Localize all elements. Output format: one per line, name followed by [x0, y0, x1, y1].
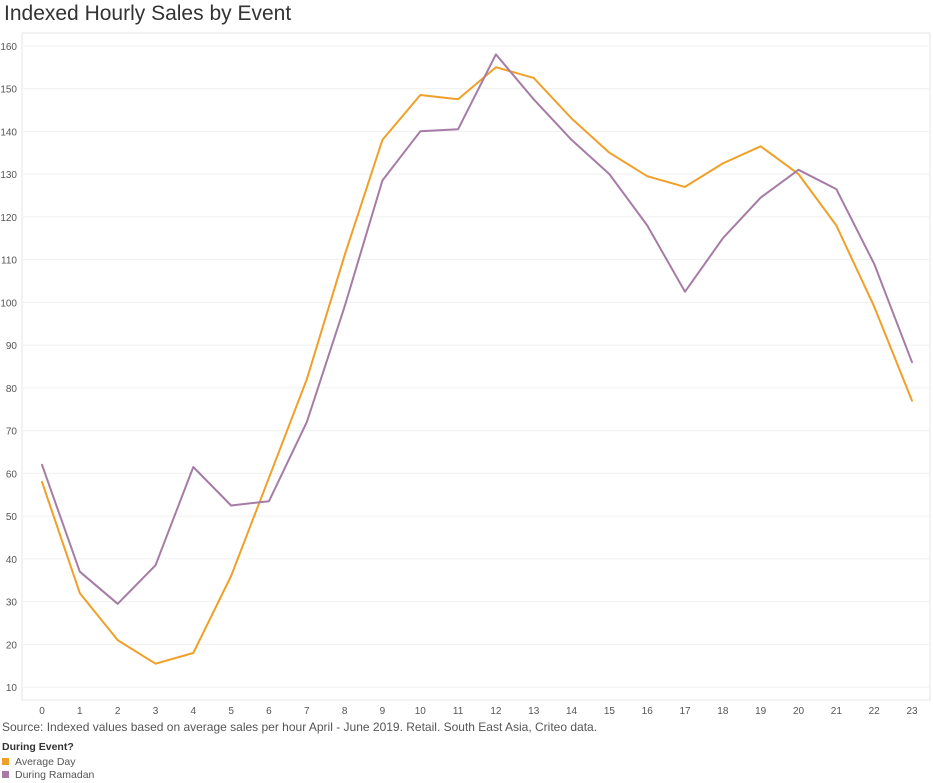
x-tick-label: 14: [566, 706, 578, 717]
legend-item-during-ramadan[interactable]: During Ramadan: [2, 768, 94, 781]
y-tick-label: 160: [0, 42, 17, 53]
legend-swatch-average-day: [2, 758, 9, 765]
y-tick-label: 120: [0, 213, 17, 224]
y-tick-label: 150: [0, 85, 17, 96]
x-tick-label: 17: [679, 706, 691, 717]
legend-item-average-day[interactable]: Average Day: [2, 755, 94, 768]
y-tick-label: 60: [6, 469, 18, 480]
x-tick-label: 3: [153, 706, 159, 717]
y-tick-label: 20: [6, 640, 18, 651]
x-tick-label: 12: [490, 706, 502, 717]
y-tick-label: 80: [6, 384, 18, 395]
legend-swatch-during-ramadan: [2, 771, 9, 778]
y-tick-label: 50: [6, 512, 18, 523]
x-tick-label: 18: [717, 706, 729, 717]
x-tick-label: 2: [115, 706, 121, 717]
x-tick-label: 15: [604, 706, 616, 717]
source-note: Source: Indexed values based on average …: [2, 720, 598, 734]
x-tick-label: 16: [642, 706, 654, 717]
x-tick-label: 4: [191, 706, 197, 717]
y-tick-label: 100: [0, 298, 17, 309]
y-tick-label: 30: [6, 598, 18, 609]
x-tick-label: 9: [380, 706, 386, 717]
series-line-during-ramadan: [41, 53, 913, 605]
x-tick-label: 0: [39, 706, 45, 717]
y-tick-label: 130: [0, 170, 17, 181]
legend: During Event? Average Day During Ramadan: [2, 741, 94, 781]
x-tick-label: 19: [755, 706, 767, 717]
plot-frame: [21, 32, 931, 701]
y-tick-label: 70: [6, 427, 18, 438]
legend-title: During Event?: [2, 741, 74, 753]
y-tick-label: 40: [6, 555, 18, 566]
x-tick-label: 11: [453, 706, 464, 717]
line-chart: 1020304050607080901001101201301401501600…: [0, 32, 931, 717]
legend-label-average-day: Average Day: [15, 755, 76, 768]
x-tick-label: 5: [228, 706, 234, 717]
y-tick-label: 10: [6, 683, 18, 694]
x-tick-label: 20: [793, 706, 805, 717]
series-line-average-day: [41, 66, 913, 665]
x-tick-label: 1: [77, 706, 83, 717]
x-tick-label: 10: [415, 706, 427, 717]
x-tick-label: 22: [869, 706, 881, 717]
y-tick-label: 90: [6, 341, 18, 352]
chart-title: Indexed Hourly Sales by Event: [4, 2, 292, 25]
x-tick-label: 7: [304, 706, 310, 717]
y-tick-label: 110: [1, 256, 17, 267]
x-tick-label: 8: [342, 706, 348, 717]
legend-label-during-ramadan: During Ramadan: [15, 768, 95, 781]
y-tick-label: 140: [0, 127, 17, 138]
x-tick-label: 21: [831, 706, 843, 717]
x-tick-label: 23: [906, 706, 918, 717]
x-tick-label: 13: [528, 706, 540, 717]
x-tick-label: 6: [266, 706, 272, 717]
